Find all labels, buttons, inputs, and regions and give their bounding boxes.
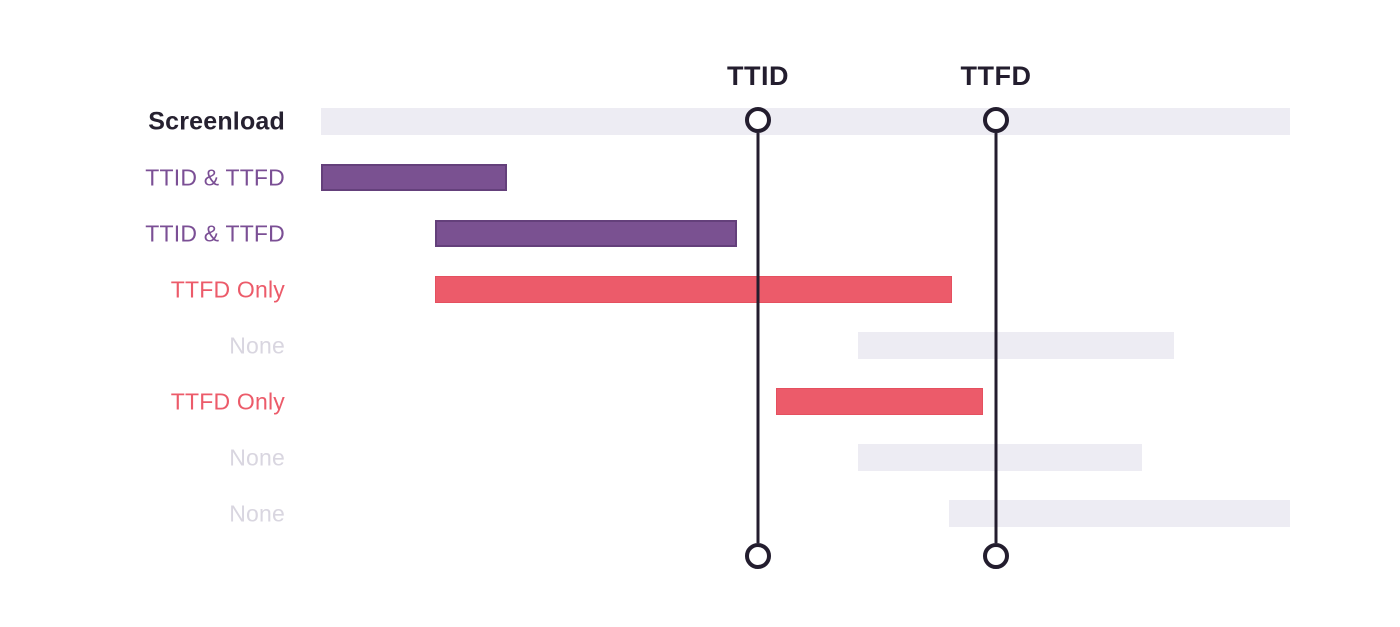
ttid-top-circle [745, 107, 771, 133]
row-label-none: None [229, 500, 285, 526]
timeline-bar-screenload [321, 108, 1290, 135]
row-label-ttid-ttfd: TTID & TTFD [145, 220, 285, 246]
ttfd-bottom-circle [983, 543, 1009, 569]
ttid-bottom-circle [745, 543, 771, 569]
timeline-bar-ttid-ttfd [321, 164, 507, 191]
timeline-bar-ttid-ttfd [435, 220, 737, 247]
ttfd-marker-label: TTFD [960, 61, 1032, 91]
row-label-none: None [229, 444, 285, 470]
row-label-screenload: Screenload [148, 107, 285, 135]
ttfd-marker-line [994, 133, 998, 543]
timeline-bar-none [949, 500, 1290, 527]
timeline-bar-ttfd-only [776, 388, 983, 415]
row-label-ttfd-only: TTFD Only [170, 388, 285, 414]
timeline-bar-ttfd-only [435, 276, 952, 303]
row-label-ttfd-only: TTFD Only [170, 276, 285, 302]
ttid-marker-line [756, 133, 760, 543]
ttid-marker-label: TTID [727, 61, 789, 91]
timeline-bar-none [858, 332, 1174, 359]
row-label-ttid-ttfd: TTID & TTFD [145, 164, 285, 190]
row-label-none: None [229, 332, 285, 358]
timeline-bar-none [858, 444, 1142, 471]
ttfd-top-circle [983, 107, 1009, 133]
